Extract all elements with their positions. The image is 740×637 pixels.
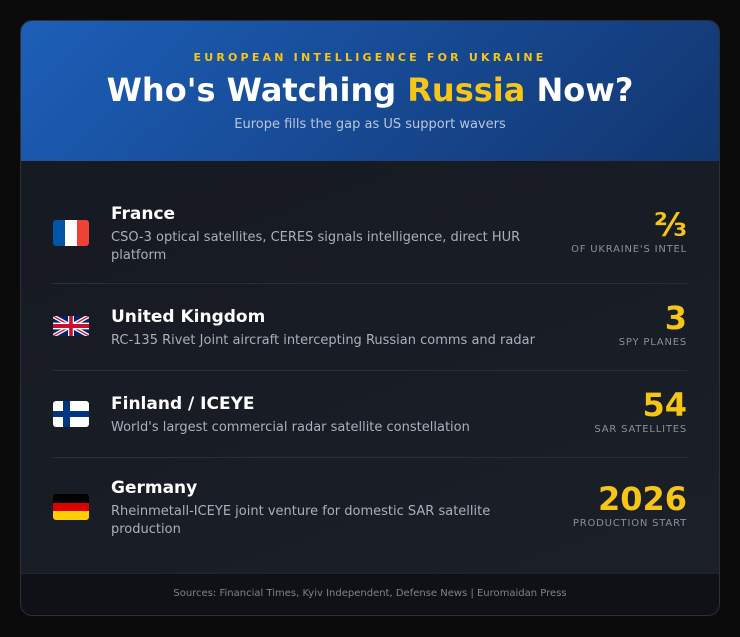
- list-item-uk: United Kingdom RC-135 Rivet Joint aircra…: [53, 284, 687, 371]
- infographic-card: EUROPEAN INTELLIGENCE FOR UKRAINE Who's …: [20, 20, 720, 616]
- subtitle: Europe fills the gap as US support waver…: [234, 117, 506, 132]
- page-title: Who's Watching Russia Now?: [21, 71, 719, 109]
- header-banner: EUROPEAN INTELLIGENCE FOR UKRAINE Who's …: [21, 21, 719, 161]
- list-item-finland: Finland / ICEYE World's largest commerci…: [53, 371, 687, 458]
- kicker-text: EUROPEAN INTELLIGENCE FOR UKRAINE: [193, 51, 547, 64]
- list-item-france: France CSO-3 optical satellites, CERES s…: [53, 181, 687, 284]
- flag-germany-icon: [53, 494, 89, 520]
- stat-block: 2026 PRODUCTION START: [573, 481, 687, 531]
- sources-footer: Sources: Financial Times, Kyiv Independe…: [21, 573, 719, 615]
- stat-label: OF UKRAINE'S INTEL: [571, 244, 687, 255]
- item-info: Finland / ICEYE World's largest commerci…: [111, 393, 551, 437]
- country-description: World's largest commercial radar satelli…: [111, 420, 470, 435]
- stat-value: ⅔: [653, 206, 687, 244]
- country-name: Germany: [111, 478, 198, 498]
- item-info: France CSO-3 optical satellites, CERES s…: [111, 203, 551, 265]
- title-highlight: Russia: [407, 71, 526, 109]
- country-name: Finland / ICEYE: [111, 394, 255, 414]
- title-part-2: Now?: [525, 71, 634, 109]
- stat-label: SAR SATELLITES: [594, 424, 687, 435]
- stat-block: ⅔ OF UKRAINE'S INTEL: [571, 207, 687, 257]
- flag-uk-icon: [53, 316, 89, 336]
- title-part-1: Who's Watching: [106, 71, 408, 109]
- country-description: RC-135 Rivet Joint aircraft intercepting…: [111, 333, 535, 348]
- flag-finland-icon: [53, 401, 89, 427]
- stat-label: PRODUCTION START: [572, 518, 687, 529]
- country-description: Rheinmetall-ICEYE joint venture for dome…: [111, 504, 491, 537]
- list-item-germany: Germany Rheinmetall-ICEYE joint venture …: [53, 458, 687, 560]
- country-name: France: [111, 204, 176, 224]
- item-info: United Kingdom RC-135 Rivet Joint aircra…: [111, 306, 551, 350]
- country-description: CSO-3 optical satellites, CERES signals …: [111, 230, 521, 263]
- stat-label: SPY PLANES: [618, 337, 687, 348]
- country-name: United Kingdom: [111, 307, 266, 327]
- stat-block: 3 SPY PLANES: [619, 300, 687, 350]
- stat-block: 54 SAR SATELLITES: [594, 387, 687, 437]
- country-list: France CSO-3 optical satellites, CERES s…: [53, 181, 687, 560]
- stat-value: 3: [664, 299, 687, 337]
- item-info: Germany Rheinmetall-ICEYE joint venture …: [111, 477, 551, 539]
- stat-value: 2026: [597, 480, 687, 518]
- flag-france-icon: [53, 220, 89, 246]
- stat-value: 54: [642, 386, 687, 424]
